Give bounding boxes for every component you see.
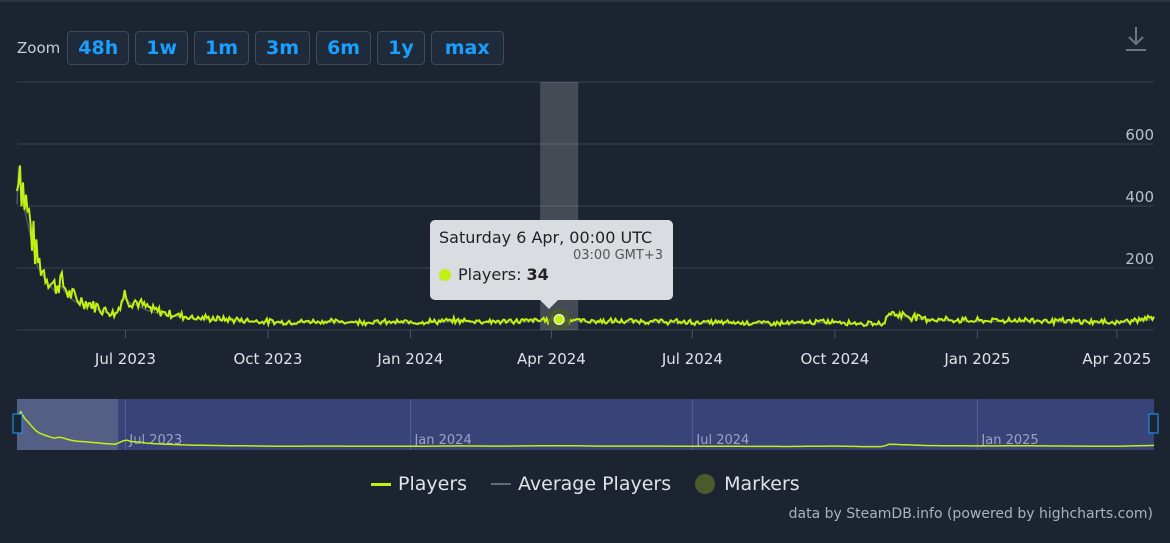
tooltip-row: Players: 34 [439,265,663,284]
tooltip-series-label: Players: [458,265,522,284]
legend-label-players: Players [398,473,468,495]
marker-layer [548,308,571,331]
tooltip-value: 34 [526,265,549,284]
legend: Players Average Players Markers [371,473,824,495]
players-line-icon [371,482,391,486]
zoom-bar: Zoom 48h 1w 1m 3m 6m 1y max [17,31,510,65]
legend-item-markers[interactable]: Markers [695,473,800,495]
navigator-right-handle [1148,413,1159,434]
marker-dot-icon [695,474,716,494]
zoom-6m-button[interactable]: 6m [316,31,372,65]
x-tick-label: Jul 2024 [661,350,723,368]
tooltip: Saturday 6 Apr, 00:00 UTC 03:00 GMT+3 Pl… [430,220,673,309]
navigator-window [17,399,1154,450]
download-icon[interactable] [1122,24,1150,54]
x-tick-label: Jan 2025 [943,350,1010,368]
navigator[interactable]: Jul 2023 Jan 2024 Jul 2024 Jan 2025 [12,399,1159,450]
y-tick-layer: 200 400 600 [1125,126,1154,268]
zoom-1y-button[interactable]: 1y [377,31,425,65]
legend-item-average-players[interactable]: Average Players [491,473,671,495]
navigator-players-line [16,410,1155,448]
y-tick-label: 200 [1125,250,1154,268]
navigator-tick-label: Jan 2025 [980,433,1038,448]
x-tick-label: Jul 2023 [94,350,156,368]
x-tick-label: Oct 2023 [234,350,303,368]
navigator-tick-label: Jul 2024 [695,433,749,448]
x-tick-label: Jan 2024 [376,350,443,368]
navigator-tick-label: Jan 2024 [413,433,471,448]
tooltip-date: Saturday 6 Apr, 00:00 UTC [439,228,653,247]
players-line [16,165,1155,328]
tooltip-local-time: 03:00 GMT+3 [573,248,663,263]
navigator-mask [17,399,118,450]
legend-label-markers: Markers [724,473,800,495]
x-tick-label: Apr 2025 [1082,350,1151,368]
marker-point [553,313,565,325]
x-tick-label: Apr 2024 [517,350,586,368]
y-tick-label: 600 [1125,126,1154,144]
zoom-1w-button[interactable]: 1w [135,31,188,65]
zoom-48h-button[interactable]: 48h [67,31,130,65]
average-line-icon [491,483,512,485]
navigator-left-handle [12,413,23,434]
x-tick-label: Oct 2024 [800,350,869,368]
zoom-1m-button[interactable]: 1m [194,31,250,65]
x-tick-layer: Jul 2023 Oct 2023 Jan 2024 Apr 2024 Jul 2024… [94,330,1151,368]
credits-link[interactable]: data by SteamDB.info (powered by highcha… [788,506,1153,522]
y-tick-label: 400 [1125,188,1154,206]
zoom-max-button[interactable]: max [430,31,504,65]
zoom-label: Zoom [17,39,61,57]
legend-label-average-players: Average Players [518,473,672,495]
tooltip-dot-icon [439,268,451,281]
navigator-tick-label: Jul 2023 [128,433,182,448]
legend-item-players[interactable]: Players [371,473,467,495]
zoom-3m-button[interactable]: 3m [255,31,311,65]
